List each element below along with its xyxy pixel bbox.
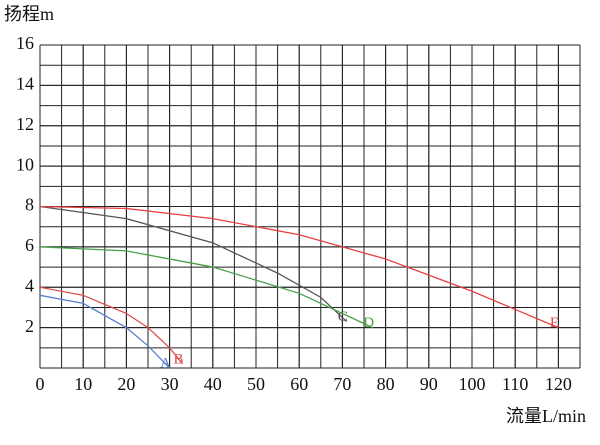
- y-tick-label: 14: [16, 74, 34, 94]
- y-tick-label: 12: [16, 114, 34, 134]
- x-tick-label: 70: [333, 374, 351, 394]
- curve: [39, 246, 373, 329]
- y-tick-label: 2: [25, 316, 34, 336]
- x-tick-label: 30: [161, 374, 179, 394]
- curve: [39, 286, 184, 365]
- x-tick-label: 10: [74, 374, 92, 394]
- y-tick-label: 8: [25, 195, 34, 215]
- y-tick-label: 16: [16, 33, 34, 53]
- x-tick-label: 90: [420, 374, 438, 394]
- x-tick-label: 120: [545, 374, 572, 394]
- x-tick-label: 60: [290, 374, 308, 394]
- x-tick-label: 100: [459, 374, 486, 394]
- x-axis-title: 流量L/min: [506, 406, 586, 426]
- x-tick-label: 40: [204, 374, 222, 394]
- x-tick-label: 0: [36, 374, 45, 394]
- curve-label: A: [160, 355, 171, 371]
- y-tick-label: 4: [25, 275, 34, 295]
- y-axis-title: 扬程m: [4, 4, 54, 24]
- curve-label: E: [550, 315, 559, 331]
- x-tick-label: 110: [502, 374, 528, 394]
- x-tick-label: 80: [377, 374, 395, 394]
- curve: [39, 205, 348, 323]
- y-tick-label: 6: [25, 235, 34, 255]
- x-tick-label: 50: [247, 374, 265, 394]
- y-tick-label: 10: [16, 154, 34, 174]
- curve: [39, 294, 171, 369]
- curve-label: D: [363, 315, 374, 331]
- x-tick-label: 20: [117, 374, 135, 394]
- curve: [39, 205, 559, 329]
- curve-label: C: [338, 309, 348, 325]
- curve-label: B: [174, 351, 184, 367]
